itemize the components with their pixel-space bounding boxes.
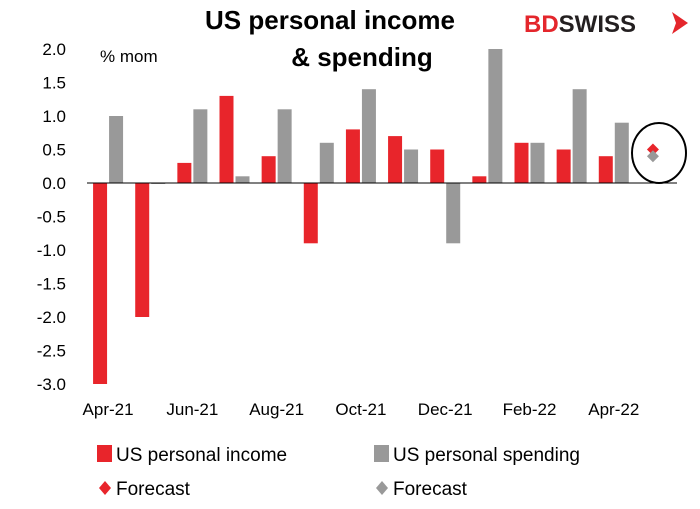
brand-logo: BDSWISS xyxy=(524,11,688,38)
bar-spending xyxy=(530,142,545,183)
x-tick-label: Jun-21 xyxy=(166,400,218,419)
y-tick-label: -3.0 xyxy=(37,375,66,394)
y-tick-label: -1.0 xyxy=(37,241,66,260)
y-tick-label: 1.5 xyxy=(42,74,66,93)
chart-title-line-2: & spending xyxy=(291,42,433,72)
bar-spending xyxy=(446,183,461,244)
x-tick-label: Apr-22 xyxy=(588,400,639,419)
bars xyxy=(93,49,629,384)
bar-spending xyxy=(361,89,376,183)
bar-income xyxy=(177,162,192,183)
x-axis: Apr-21 Jun-21 Aug-21 Oct-21 Dec-21 Feb-22 Apr-… xyxy=(83,400,640,419)
x-tick-label: Oct-21 xyxy=(335,400,386,419)
x-tick-label: Apr-21 xyxy=(83,400,134,419)
legend-swatch-income xyxy=(97,445,112,462)
bar-spending xyxy=(404,149,419,183)
bar-spending xyxy=(614,122,629,183)
bar-spending xyxy=(319,142,334,183)
bar-income xyxy=(388,136,403,183)
bar-spending xyxy=(109,116,124,183)
legend-swatch-spending xyxy=(374,445,389,462)
x-tick-label: Aug-21 xyxy=(249,400,304,419)
y-axis: 2.0 1.5 1.0 0.5 0.0 -0.5 -1.0 -1.5 -2.0 -2.5 -3.0 xyxy=(37,40,66,394)
y-tick-label: -2.0 xyxy=(37,308,66,327)
legend-label-income: US personal income xyxy=(116,445,287,466)
bar-spending xyxy=(488,49,503,183)
bar-spending xyxy=(572,89,587,183)
legend-label-forecast-spending: Forecast xyxy=(393,479,468,500)
y-tick-label: -1.5 xyxy=(37,275,66,294)
bar-income xyxy=(472,176,487,183)
chart-title-line-1: US personal income xyxy=(205,5,455,35)
bar-income xyxy=(219,95,234,183)
brand-logo-bd: BD xyxy=(524,11,559,38)
bar-income xyxy=(303,183,318,244)
legend-marker-forecast-income xyxy=(99,481,111,495)
bar-spending xyxy=(277,109,292,183)
bar-income xyxy=(135,183,150,317)
unit-label: % mom xyxy=(100,47,158,66)
bar-income xyxy=(556,149,571,183)
forecast-marker-spending xyxy=(646,150,659,163)
bar-spending xyxy=(235,176,250,183)
x-tick-label: Feb-22 xyxy=(503,400,557,419)
legend-label-forecast-income: Forecast xyxy=(116,479,191,500)
svg-text:BDSWISS: BDSWISS xyxy=(524,11,636,38)
y-tick-label: 0.5 xyxy=(42,141,66,160)
forecast-marker-income xyxy=(646,143,659,156)
bar-income xyxy=(261,156,276,183)
legend-label-spending: US personal spending xyxy=(393,445,580,466)
forecast-markers xyxy=(646,143,659,163)
y-tick-label: -0.5 xyxy=(37,208,66,227)
legend: US personal income US personal spending … xyxy=(97,445,580,500)
brand-logo-swiss: SWISS xyxy=(559,11,636,38)
bar-income xyxy=(345,129,360,183)
legend-marker-forecast-spending xyxy=(376,481,388,495)
bar-income xyxy=(93,183,108,384)
forecast-highlight-circle xyxy=(631,122,687,184)
bar-income xyxy=(430,149,445,183)
y-tick-label: -2.5 xyxy=(37,342,66,361)
y-tick-label: 1.0 xyxy=(42,107,66,126)
y-tick-label: 2.0 xyxy=(42,40,66,59)
brand-arrow-icon xyxy=(672,12,688,34)
bar-income xyxy=(514,142,529,183)
bar-income xyxy=(598,156,613,183)
x-tick-label: Dec-21 xyxy=(418,400,473,419)
y-tick-label: 0.0 xyxy=(42,174,66,193)
bar-spending xyxy=(193,109,208,183)
